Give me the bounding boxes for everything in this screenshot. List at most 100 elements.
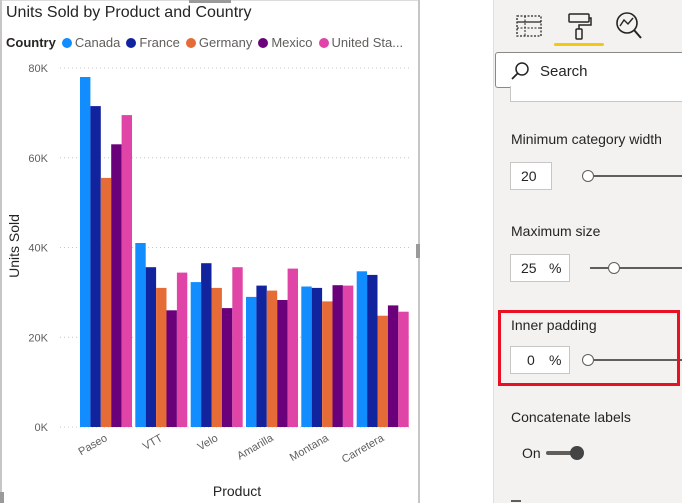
bar-paseo-france[interactable] [90, 106, 101, 427]
bar-montana-germany[interactable] [322, 301, 333, 427]
inner-padding-slider[interactable] [588, 359, 682, 361]
bar-carretera-united-sta[interactable] [398, 311, 409, 427]
max-size-value: 25 [521, 260, 537, 276]
search-input[interactable]: Search [495, 52, 682, 88]
bar-paseo-germany[interactable] [100, 177, 112, 427]
inner-padding-label: Inner padding [511, 317, 597, 333]
bar-vtt-canada[interactable] [135, 243, 146, 427]
y-tick-label: 80K [28, 63, 48, 75]
x-axis-title: Product [213, 483, 261, 499]
magnifier-chart-icon [616, 12, 642, 39]
legend-label: Canada [74, 35, 121, 50]
resize-handle-top[interactable] [189, 0, 231, 3]
legend-item-germany[interactable]: Germany [185, 35, 253, 50]
concatenate-labels-toggle-thumb[interactable] [570, 446, 584, 460]
bar-paseo-canada[interactable] [80, 77, 91, 427]
bar-velo-mexico[interactable] [221, 308, 233, 427]
legend-dot [61, 37, 72, 48]
min-category-width-slider-thumb[interactable] [582, 170, 594, 182]
concatenate-labels-state: On [522, 445, 541, 461]
min-category-width-slider[interactable] [588, 175, 682, 177]
max-size-unit: % [549, 260, 562, 276]
inner-padding-value: 0 [527, 352, 535, 368]
bar-montana-mexico[interactable] [332, 285, 343, 427]
bar-vtt-france[interactable] [145, 267, 157, 427]
previous-setting-input[interactable] [510, 86, 682, 102]
inner-padding-unit: % [549, 352, 562, 368]
bar-velo-canada[interactable] [190, 282, 202, 427]
chart-plot-area: 0K 20K 40K 60K 80K Paseo VTT Velo Amarilla Monta… [6, 63, 412, 499]
legend-item-canada[interactable]: Canada [61, 35, 121, 50]
resize-handle-bottom-left[interactable] [0, 492, 4, 503]
bar-montana-france[interactable] [311, 287, 323, 427]
legend-label: Mexico [271, 35, 313, 50]
bar-amarilla-canada[interactable] [246, 296, 257, 427]
resize-handle-right[interactable] [416, 244, 420, 258]
legend-item-united-states[interactable]: United Sta... [318, 35, 404, 50]
bar-carretera-canada[interactable] [356, 271, 368, 427]
x-tick-label: Carretera [340, 432, 387, 466]
highlight-annotation-box [498, 310, 680, 386]
min-category-width-value: 20 [521, 168, 537, 184]
format-tab[interactable] [561, 8, 597, 44]
bars [80, 77, 409, 428]
bar-vtt-united-sta[interactable] [176, 272, 188, 427]
bar-montana-canada[interactable] [301, 286, 312, 428]
bar-velo-united-sta[interactable] [232, 267, 243, 427]
chart-title: Units Sold by Product and Country [6, 4, 252, 21]
x-tick-label: Amarilla [235, 432, 276, 463]
y-tick-label: 40K [28, 243, 48, 255]
min-category-width-label: Minimum category width [511, 131, 662, 147]
legend-item-mexico[interactable]: Mexico [258, 35, 313, 50]
analytics-tab[interactable] [611, 8, 647, 44]
bar-velo-france[interactable] [201, 263, 212, 427]
paint-roller-icon [568, 13, 592, 40]
legend-dot [185, 37, 196, 48]
format-pane: Search Minimum category width 20 Maximum… [494, 0, 682, 503]
y-tick-label: 60K [28, 153, 48, 165]
bar-montana-united-sta[interactable] [342, 285, 354, 427]
fields-tab[interactable] [511, 8, 547, 44]
inner-padding-input[interactable]: 0 % [510, 346, 570, 374]
legend-label: United Sta... [331, 35, 404, 50]
max-size-label: Maximum size [511, 223, 601, 239]
inner-padding-slider-thumb[interactable] [582, 354, 594, 366]
legend-dot [126, 37, 137, 48]
bar-vtt-germany[interactable] [156, 287, 167, 427]
legend-dot [258, 37, 269, 48]
concatenate-labels-toggle[interactable] [546, 451, 576, 455]
chart-legend: Country Canada France Germany Mexico Uni… [6, 35, 409, 50]
search-icon [511, 62, 529, 80]
bar-amarilla-germany[interactable] [266, 290, 278, 427]
legend-label: Germany [198, 35, 253, 50]
column-chart-visual[interactable]: Units Sold by Product and Country Countr… [0, 0, 420, 503]
x-axis-ticks: Paseo VTT Velo Amarilla Montana Carretera [76, 432, 386, 466]
bar-velo-germany[interactable] [211, 287, 222, 427]
max-size-input[interactable]: 25 % [510, 254, 570, 282]
bar-paseo-mexico[interactable] [111, 144, 122, 428]
active-tab-indicator [554, 43, 604, 46]
y-axis-ticks: 0K 20K 40K 60K 80K [28, 63, 48, 434]
bar-carretera-mexico[interactable] [387, 305, 399, 427]
legend-dot [318, 37, 329, 48]
bar-amarilla-france[interactable] [256, 285, 267, 427]
x-tick-label: Montana [288, 432, 332, 464]
visual-border-left [0, 0, 2, 503]
canvas-margin [420, 0, 495, 503]
max-size-slider[interactable] [590, 267, 682, 269]
legend-item-france[interactable]: France [126, 35, 180, 50]
min-category-width-input[interactable]: 20 [510, 162, 552, 190]
max-size-slider-thumb[interactable] [608, 262, 620, 274]
bar-amarilla-mexico[interactable] [277, 300, 288, 427]
bar-amarilla-united-sta[interactable] [287, 268, 298, 427]
concatenate-labels-label: Concatenate labels [511, 409, 631, 425]
bar-carretera-france[interactable] [367, 274, 378, 427]
legend-label: France [139, 35, 180, 50]
bar-paseo-united-sta[interactable] [121, 115, 132, 427]
search-placeholder: Search [540, 63, 588, 80]
y-axis-title: Units Sold [6, 214, 22, 278]
x-tick-label: VTT [141, 432, 165, 453]
pane-divider [493, 0, 494, 503]
bar-vtt-mexico[interactable] [166, 310, 177, 427]
bar-carretera-germany[interactable] [377, 315, 388, 427]
